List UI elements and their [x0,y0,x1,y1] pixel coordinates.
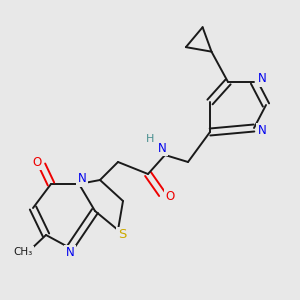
Text: N: N [66,247,74,260]
Text: N: N [158,142,166,154]
Text: N: N [258,124,266,137]
Text: O: O [32,155,42,169]
Text: N: N [78,172,86,185]
Text: N: N [258,73,266,85]
Text: O: O [165,190,175,203]
Text: CH₃: CH₃ [14,247,33,257]
Text: H: H [146,134,154,144]
Text: S: S [118,229,126,242]
